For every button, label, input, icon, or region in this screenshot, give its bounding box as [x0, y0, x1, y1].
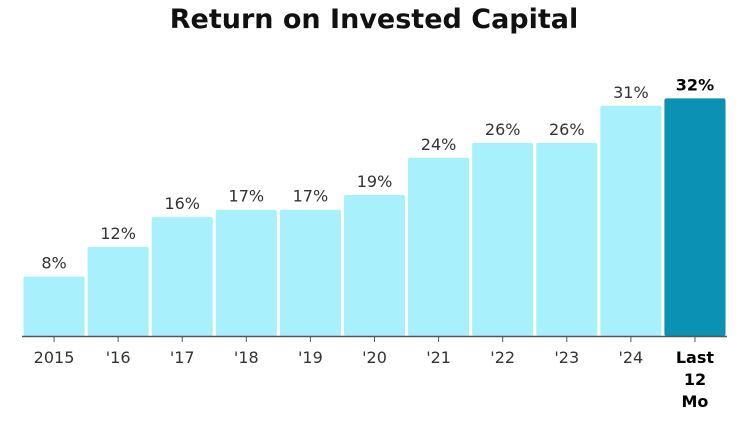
value-label-1: 12%	[100, 224, 136, 243]
category-label-7: '22	[490, 348, 515, 367]
bar-8	[536, 142, 598, 336]
category-label-0-line-0: 2015	[34, 348, 75, 367]
category-label-0: 2015	[34, 348, 75, 367]
value-label-2: 16%	[164, 194, 200, 213]
category-label-2-line-0: '17	[170, 348, 195, 367]
value-label-6: 24%	[421, 135, 457, 154]
bar-3	[215, 209, 277, 336]
bar-2	[151, 217, 213, 336]
category-label-4-line-0: '19	[298, 348, 323, 367]
category-label-3: '18	[234, 348, 259, 367]
bar-10	[664, 98, 726, 337]
category-label-8-line-0: '23	[554, 348, 579, 367]
value-label-9: 31%	[613, 83, 649, 102]
chart-title: Return on Invested Capital	[169, 4, 579, 35]
value-label-4: 17%	[293, 187, 329, 206]
value-label-3: 17%	[229, 187, 265, 206]
bar-7	[472, 142, 534, 336]
category-label-3-line-0: '18	[234, 348, 259, 367]
category-label-5: '20	[362, 348, 387, 367]
category-label-10-line-0: Last	[676, 348, 715, 367]
bar-1	[87, 246, 149, 336]
bar-9	[600, 105, 662, 336]
category-label-5-line-0: '20	[362, 348, 387, 367]
value-label-8: 26%	[549, 120, 585, 139]
value-label-7: 26%	[485, 120, 521, 139]
category-label-2: '17	[170, 348, 195, 367]
bar-5	[343, 194, 406, 336]
category-label-9: '24	[618, 348, 643, 367]
category-label-8: '23	[554, 348, 579, 367]
value-label-10: 32%	[676, 75, 714, 94]
bar-6	[408, 157, 470, 336]
category-label-1-line-0: '16	[106, 348, 131, 367]
category-label-6: '21	[426, 348, 451, 367]
category-label-4: '19	[298, 348, 323, 367]
value-label-0: 8%	[41, 254, 66, 273]
category-label-7-line-0: '22	[490, 348, 515, 367]
value-label-5: 19%	[357, 172, 393, 191]
category-label-9-line-0: '24	[618, 348, 643, 367]
category-label-6-line-0: '21	[426, 348, 451, 367]
category-label-10: Last 12 Mo	[676, 348, 715, 411]
category-label-10-line-1: 12	[684, 370, 706, 389]
category-label-10-line-2: Mo	[681, 392, 708, 411]
category-label-1: '16	[106, 348, 131, 367]
bar-0	[23, 276, 85, 336]
bar-4	[279, 209, 341, 336]
